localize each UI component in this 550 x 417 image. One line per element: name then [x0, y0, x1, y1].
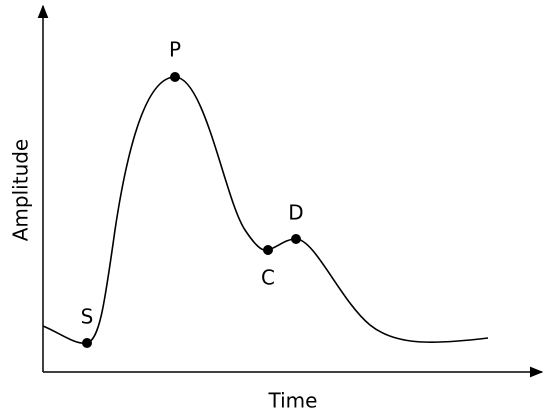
point-c	[263, 245, 273, 255]
point-label: D	[288, 201, 303, 225]
point-label: S	[81, 305, 94, 329]
point-label: P	[169, 38, 181, 62]
point-label: C	[261, 266, 275, 290]
waveform	[42, 76, 489, 344]
point-s	[82, 338, 92, 348]
x-axis-label: Time	[268, 389, 318, 413]
point-p	[170, 72, 180, 82]
y-axis-label: Amplitude	[9, 139, 33, 242]
point-d	[291, 234, 301, 244]
